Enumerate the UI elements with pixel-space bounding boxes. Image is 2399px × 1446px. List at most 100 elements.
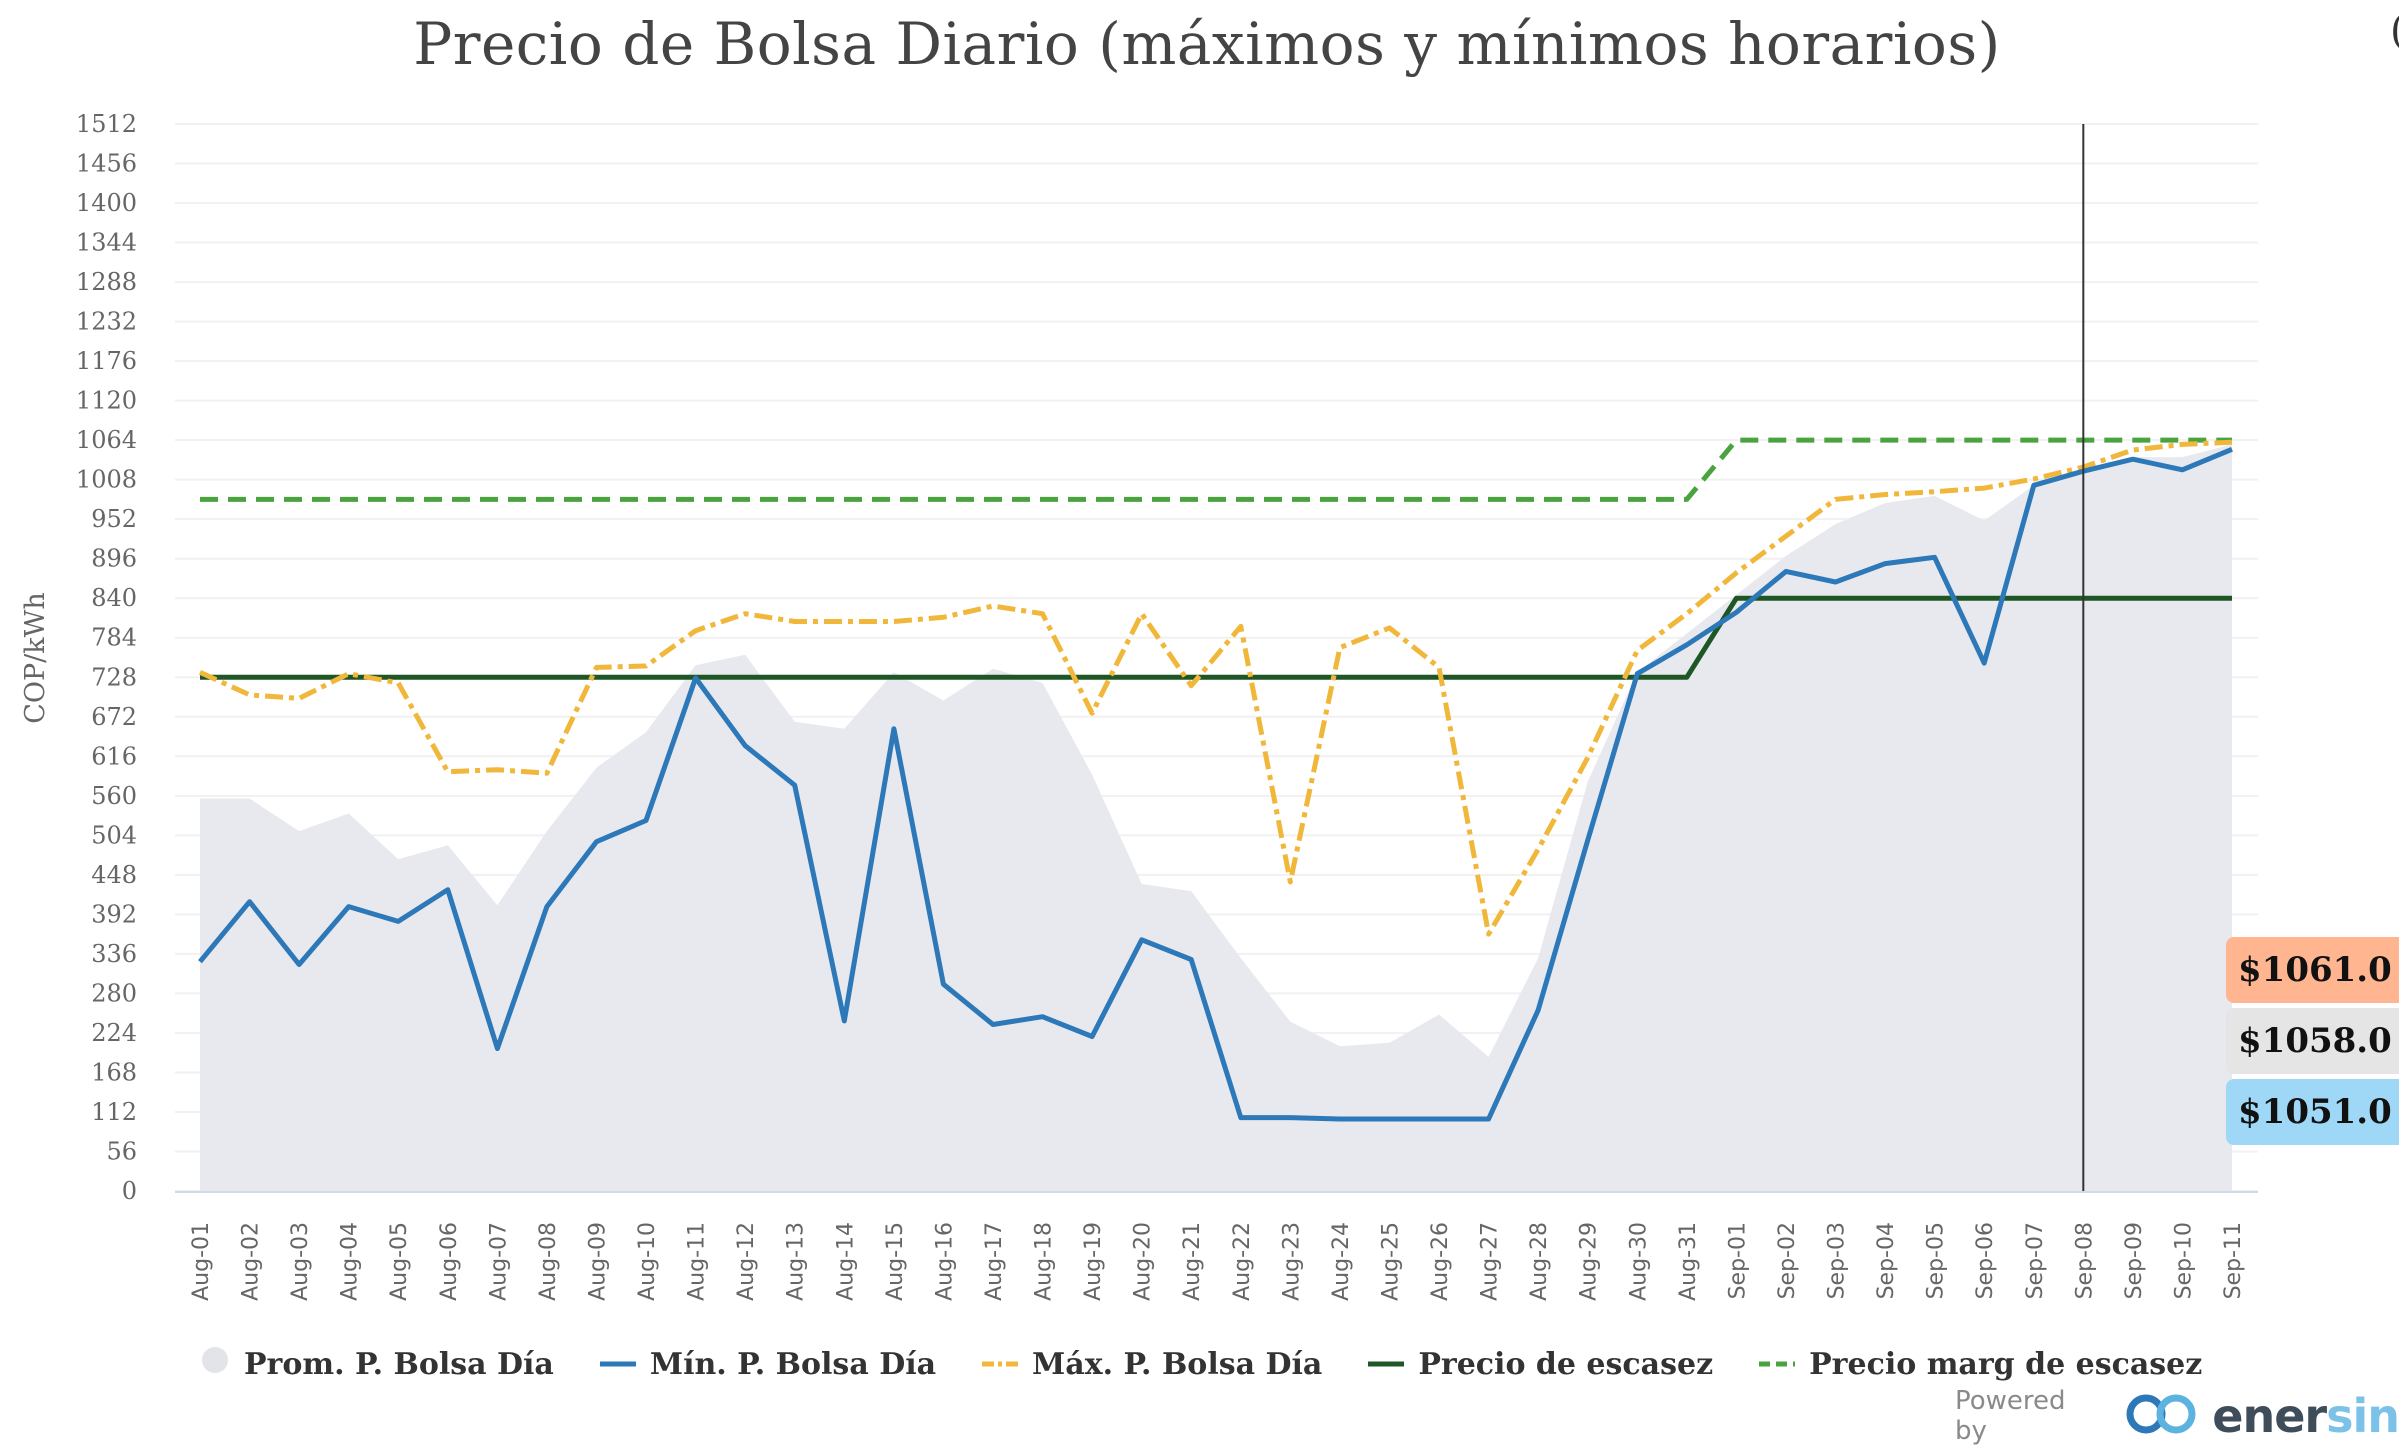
x-tick-label: Aug-06 — [437, 1222, 462, 1301]
legend-label-prom: Prom. P. Bolsa Día — [244, 1346, 554, 1382]
legend-label-marg: Precio marg de escasez — [1809, 1346, 2203, 1382]
y-tick-label: 112 — [91, 1098, 137, 1126]
x-tick-label: Aug-20 — [1131, 1222, 1156, 1301]
x-tick-label: Aug-03 — [288, 1222, 313, 1301]
powered-by-label: Powered by — [1955, 1386, 2066, 1446]
powered-by[interactable]: Powered by enersin — [1955, 1386, 2399, 1446]
y-tick-label: 728 — [91, 663, 137, 691]
line-marker-icon — [599, 1347, 636, 1382]
y-tick-label: 280 — [91, 979, 137, 1007]
x-tick-label: Aug-09 — [585, 1222, 610, 1301]
y-tick-label: 224 — [91, 1019, 137, 1047]
y-tick-label: 504 — [91, 821, 137, 849]
x-tick-label: Aug-10 — [635, 1222, 660, 1301]
x-tick-label: Aug-18 — [1032, 1222, 1057, 1301]
x-tick-label: Aug-04 — [338, 1222, 363, 1301]
series-min-line[interactable] — [198, 446, 2233, 1122]
y-tick-label: 336 — [91, 940, 137, 968]
y-tick-label: 896 — [91, 545, 137, 573]
x-tick-label: Sep-07 — [2023, 1222, 2048, 1299]
cut-off-glyph: ( — [2390, 8, 2399, 54]
x-tick-label: Sep-01 — [1725, 1222, 1750, 1299]
x-tick-label: Sep-04 — [1874, 1222, 1899, 1299]
x-tick-label: Aug-17 — [982, 1222, 1007, 1301]
x-tick-label: Sep-08 — [2072, 1222, 2097, 1299]
x-tick-label: Aug-29 — [1577, 1222, 1602, 1301]
x-tick-label: Aug-13 — [784, 1222, 809, 1301]
y-tick-label: 1064 — [76, 426, 137, 454]
circle-marker-icon — [200, 1345, 230, 1383]
x-tick-label: Aug-22 — [1230, 1222, 1255, 1301]
price-tag-prom-label: $1058.0 — [2238, 1021, 2392, 1061]
series-escasez-line[interactable] — [200, 595, 2232, 680]
y-tick-label: 1176 — [76, 347, 137, 375]
y-tick-label: 1400 — [76, 189, 137, 217]
chart-title: Precio de Bolsa Diario (máximos y mínimo… — [413, 10, 2001, 78]
x-tick-label: Aug-11 — [685, 1222, 710, 1301]
x-tick-label: Sep-11 — [2221, 1222, 2246, 1299]
legend-item-min[interactable]: Mín. P. Bolsa Día — [599, 1346, 937, 1382]
series-prom-area[interactable] — [200, 444, 2232, 1191]
legend-label-escasez: Precio de escasez — [1418, 1346, 1714, 1382]
price-tag-min: $1051.0 — [2226, 1079, 2399, 1145]
x-tick-label: Aug-30 — [1626, 1222, 1651, 1301]
price-tag-min-label: $1051.0 — [2238, 1092, 2392, 1132]
y-tick-label: 560 — [91, 782, 137, 810]
y-tick-label: 392 — [91, 900, 137, 928]
y-tick-label: 840 — [91, 584, 137, 612]
y-tick-label: 0 — [122, 1177, 137, 1205]
x-tick-label: Aug-15 — [883, 1222, 908, 1301]
y-tick-label: 168 — [91, 1058, 137, 1086]
legend-item-max[interactable]: Máx. P. Bolsa Día — [982, 1347, 1322, 1382]
legend-label-max: Máx. P. Bolsa Día — [1032, 1346, 1323, 1382]
x-tick-label: Aug-12 — [734, 1222, 759, 1301]
x-tick-label: Aug-14 — [833, 1222, 858, 1301]
x-tick-label: Aug-28 — [1527, 1222, 1552, 1301]
x-tick-label: Aug-19 — [1081, 1222, 1106, 1301]
legend-item-marg[interactable]: Precio marg de escasez — [1759, 1347, 2202, 1382]
x-tick-label: Aug-24 — [1329, 1222, 1354, 1301]
x-tick-label: Sep-06 — [1973, 1222, 1998, 1299]
x-tick-label: Aug-07 — [486, 1222, 511, 1301]
price-tag-prom: $1058.0 — [2226, 1008, 2399, 1074]
y-tick-label: 1008 — [76, 466, 137, 494]
series-marg-escasez-line[interactable] — [200, 437, 2232, 502]
legend: Prom. P. Bolsa Día Mín. P. Bolsa Día Máx… — [200, 1345, 2248, 1383]
x-axis-ticks: Aug-01 Aug-02 Aug-03 Aug-04 Aug-05 Aug-06 Aug-… — [189, 1222, 2246, 1301]
x-tick-label: Aug-23 — [1279, 1222, 1304, 1301]
x-tick-label: Aug-08 — [536, 1222, 561, 1301]
y-tick-label: 784 — [91, 624, 137, 652]
legend-item-prom[interactable]: Prom. P. Bolsa Día — [200, 1345, 554, 1383]
x-tick-label: Sep-09 — [2122, 1222, 2147, 1299]
x-tick-label: Aug-21 — [1180, 1222, 1205, 1301]
legend-item-escasez[interactable]: Precio de escasez — [1368, 1347, 1713, 1382]
x-tick-label: Aug-02 — [239, 1222, 264, 1301]
y-tick-label: 1120 — [76, 387, 137, 415]
x-tick-label: Sep-02 — [1775, 1222, 1800, 1299]
y-tick-label: 672 — [91, 703, 137, 731]
series-max-line[interactable] — [198, 439, 2233, 937]
y-tick-label: 616 — [91, 742, 137, 770]
brand-name: enersin — [2212, 1389, 2399, 1443]
x-tick-label: Aug-31 — [1676, 1222, 1701, 1301]
dashed-line-marker-icon — [1759, 1347, 1796, 1382]
legend-label-min: Mín. P. Bolsa Día — [649, 1346, 937, 1382]
x-tick-label: Aug-16 — [932, 1222, 957, 1301]
y-axis-label: COP/kWh — [20, 592, 51, 724]
brand-name-dark: ener — [2212, 1389, 2327, 1443]
x-tick-label: Sep-10 — [2171, 1222, 2196, 1299]
x-tick-label: Sep-05 — [1924, 1222, 1949, 1299]
x-tick-label: Sep-03 — [1825, 1222, 1850, 1299]
x-tick-label: Aug-05 — [387, 1222, 412, 1301]
y-tick-label: 1288 — [76, 268, 137, 296]
infinity-logo-icon — [2124, 1391, 2200, 1441]
x-tick-label: Aug-26 — [1428, 1222, 1453, 1301]
brand-name-light: sin — [2326, 1389, 2399, 1443]
y-tick-label: 56 — [106, 1137, 137, 1165]
x-tick-label: Aug-27 — [1478, 1222, 1503, 1301]
y-tick-label: 448 — [91, 861, 137, 889]
x-tick-label: Aug-01 — [189, 1222, 214, 1301]
y-tick-label: 952 — [91, 505, 137, 533]
price-tag-max: $1061.0 — [2226, 937, 2399, 1003]
